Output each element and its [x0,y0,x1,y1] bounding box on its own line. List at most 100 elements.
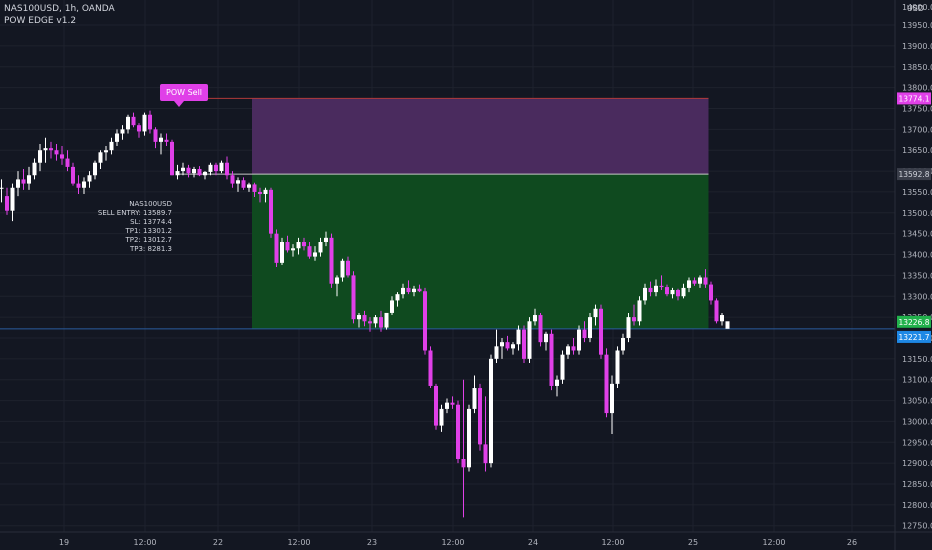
candle-bull [87,175,92,182]
time-tick-label: 22 [213,538,223,547]
sl-price-tag: 13774.1 [897,92,931,105]
price-tick-label: 13850.0 [902,63,932,72]
candle-bull [340,260,345,278]
candle-bull [98,152,103,163]
price-tick-label: 13750.0 [902,104,932,113]
candle-bear [659,285,664,288]
candle-bull [93,162,97,176]
candle-bull [621,337,625,351]
price-tick-label: 13550.0 [902,188,932,197]
candle-bear [76,183,81,188]
price-tick-label: 13450.0 [902,230,932,239]
price-tick-label: 14000.0 [902,3,932,12]
candle-bear [379,317,383,328]
entry-price-tag-bg [897,168,931,181]
candle-bear [604,354,609,414]
price-tick-label: 13100.0 [902,376,932,385]
candle-bull [560,354,565,380]
candle-bear [665,287,669,295]
candle-bull [192,168,196,174]
take-profit-zone [252,174,709,329]
time-tick-label: 25 [688,538,698,547]
candle-bear [307,246,312,257]
candle-bear [351,275,356,320]
candle-bull [489,358,493,464]
time-tick-label: 23 [367,538,377,547]
candle-bull [104,150,108,153]
candle-bear [21,179,26,184]
candle-bear [302,242,306,247]
candle-bull [296,242,301,249]
candle-layer [0,110,730,518]
candle-bear [703,277,708,285]
candle-bull [318,242,323,253]
candle-bear [582,329,587,338]
candle-bear [241,180,246,188]
candle-bull [527,321,532,359]
time-tick-label: 12:00 [287,538,310,547]
candle-bear [65,158,70,167]
candle-bull [203,171,207,176]
candle-bear [137,125,141,132]
price-tick-label: 13350.0 [902,271,932,280]
time-axis[interactable]: 19 12:00 22 12:00 23 12:00 24 12:00 25 12:00 26 [59,538,857,547]
candle-bear [225,162,229,176]
candle-bull [0,187,4,189]
candle-bull [38,150,42,163]
candle-bull [384,312,389,328]
candle-bear [197,168,202,176]
candle-bull [593,308,598,318]
candle-bull [27,175,31,184]
candle-bear [538,315,543,343]
candle-bear [285,242,290,251]
candle-bear [49,148,53,151]
candle-bear [269,189,273,234]
indicator-name[interactable]: POW EDGE v1.2 [4,16,77,26]
candle-bull [120,129,125,134]
time-tick-label: 24 [528,538,538,547]
candle-bull [159,137,163,142]
candle-bull [577,329,581,351]
candle-bear [230,175,235,184]
price-tick-label: 13800.0 [902,84,932,93]
candle-bear [148,114,152,130]
price-tick-label: 13500.0 [902,209,932,218]
candle-bull [566,346,570,355]
price-tags: 13774.1 13592.8 13226.8 13221.7 [897,92,931,343]
candle-bull [494,346,499,359]
candle-bear [417,288,422,292]
candle-bull [390,300,394,313]
candle-bear [164,139,169,142]
candle-bull [208,164,213,172]
candle-bull [280,242,284,263]
candle-bear [329,237,334,284]
pow-sell-signal[interactable]: POW Sell [160,84,209,107]
pow-sell-pointer-icon [174,101,184,107]
info-symbol: NAS100USD [129,200,172,208]
price-tick-label: 12900.0 [902,459,932,468]
price-tick-label: 13900.0 [902,42,932,51]
price-tick-label: 13150.0 [902,355,932,364]
candle-bear [406,287,411,293]
candle-bear [368,321,372,324]
candle-bull [395,294,400,301]
time-tick-label: 12:00 [441,538,464,547]
candle-bear [461,458,466,468]
price-tick-label: 12800.0 [902,501,932,510]
current-price-tag: 13226.8 [897,315,931,328]
candle-bull [720,315,724,322]
candle-bull [335,277,339,284]
candle-bear [170,141,174,176]
sl-price-tag-text: 13774.1 [898,94,929,103]
tp-price-tag-bg [897,330,931,343]
pow-sell-label: POW Sell [160,84,209,101]
zone-layer [0,97,895,330]
time-tick-label: 12:00 [601,538,624,547]
candle-bear [676,289,680,297]
price-tick-label: 13000.0 [902,417,932,426]
tp-price-tag-text: 13221.7 [898,333,929,342]
candle-bear [60,154,64,159]
candle-bull [32,162,37,176]
